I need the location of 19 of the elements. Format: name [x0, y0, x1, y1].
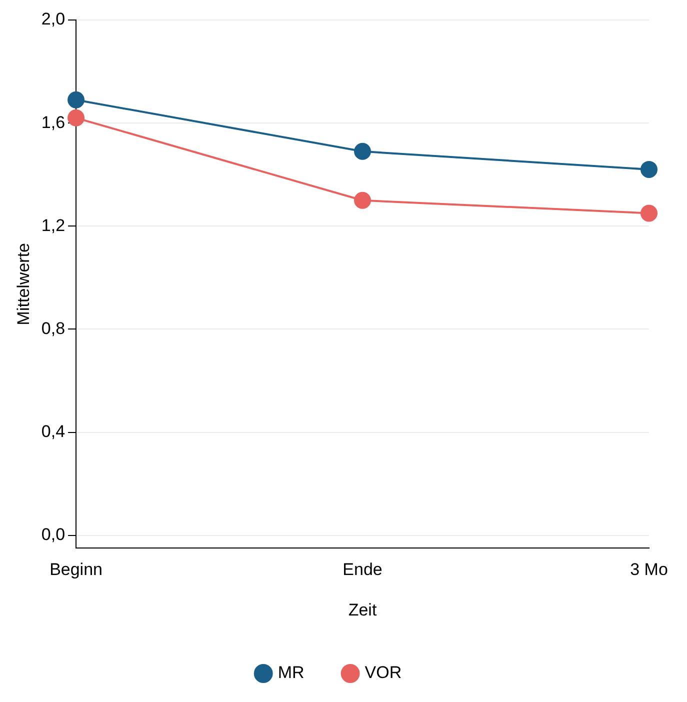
y-tick-label: 0,8 — [41, 318, 66, 338]
y-tick-label: 0,4 — [41, 422, 66, 441]
x-tick-label: Beginn — [50, 560, 102, 580]
x-axis-title: Zeit — [348, 600, 377, 620]
point — [640, 204, 658, 222]
point — [354, 192, 372, 209]
y-axis-title: Mittelwerte — [14, 243, 33, 326]
y-tick-label: 1,6 — [41, 112, 66, 132]
point — [640, 160, 658, 178]
y-tick-label: 2,0 — [41, 10, 66, 29]
legend-label: VOR — [364, 663, 402, 682]
point — [68, 91, 85, 108]
legend-label: MR — [278, 663, 304, 682]
point — [354, 142, 372, 160]
x-tick-label: Ende — [342, 560, 382, 580]
y-tick-label: 0,0 — [41, 525, 66, 544]
y-tick-label: 1,2 — [41, 216, 66, 235]
x-tick-label: 3 Mo — [630, 560, 668, 580]
point — [68, 109, 85, 126]
